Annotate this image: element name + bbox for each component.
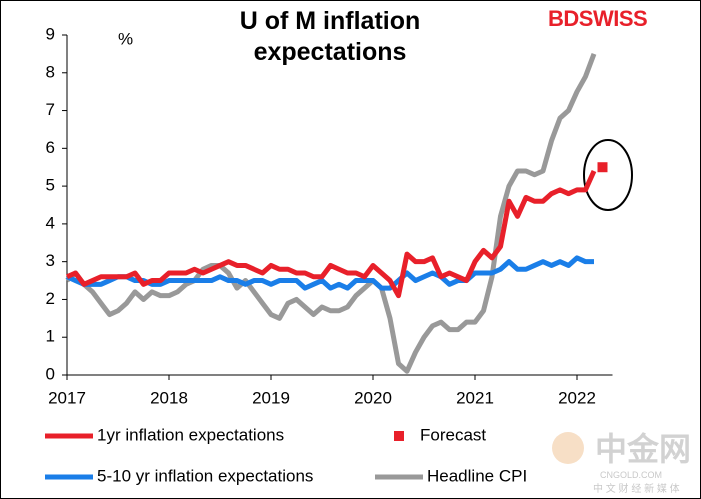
legend-label: 5-10 yr inflation expectations [97,466,313,485]
chart-title: U of M inflation expectations [239,7,421,66]
series-line [65,255,594,291]
y-tick-label: 9 [46,24,55,43]
y-tick-label: 4 [46,213,55,232]
watermark-tagline: 中 文 财 经 新 媒 体 [593,484,680,495]
forecast-marker [597,162,608,173]
watermark-site: CNGOLD.COM [600,470,663,480]
logo: BDSWISS [548,6,648,31]
x-tick-label: 2019 [252,388,290,407]
x-tick-label: 2022 [558,388,596,407]
y-tick-label: 0 [46,364,55,383]
legend-marker [394,431,404,441]
y-tick-label: 2 [46,289,55,308]
series-line [65,169,597,299]
y-tick-label: 8 [46,62,55,81]
legend-label: Headline CPI [427,466,527,485]
legend-label: 1yr inflation expectations [97,425,284,444]
y-tick-label: 6 [46,138,55,157]
y-axis-label: % [118,29,133,48]
x-tick-label: 2020 [354,388,392,407]
watermark-icon [552,432,584,464]
y-tick-label: 5 [46,176,55,195]
watermark-name: 中金网 [595,431,692,467]
y-tick-label: 7 [46,100,55,119]
y-tick-label: 3 [46,251,55,270]
legend-label: Forecast [420,425,486,444]
watermark: 中金网 CNGOLD.COM 中 文 财 经 新 媒 体 [545,424,691,495]
x-tick-label: 2021 [456,388,494,407]
x-tick-label: 2018 [150,388,188,407]
series-line [65,53,597,374]
x-tick-label: 2017 [48,388,86,407]
highlight-ellipse [583,139,633,211]
y-tick-label: 1 [46,327,55,346]
